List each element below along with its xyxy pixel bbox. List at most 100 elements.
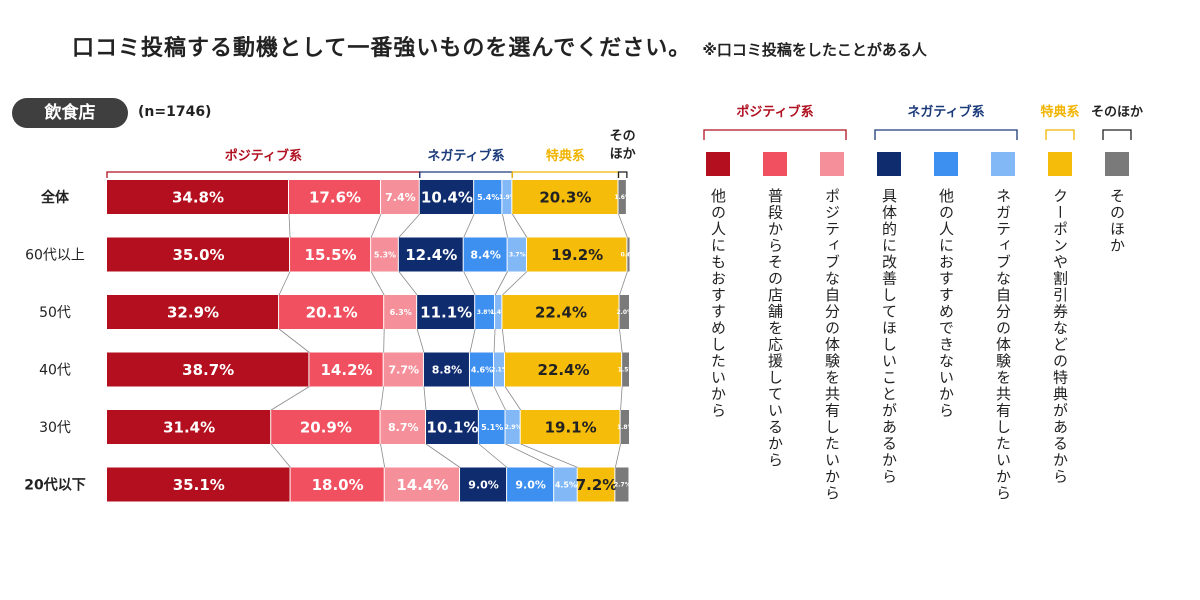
data-label: 35.1% [173,476,225,494]
bar-segment [290,467,384,502]
bar-segment [627,237,630,272]
connector-line [614,443,621,468]
connector-line [271,386,310,411]
bar-segment [279,295,384,329]
connector-line [501,213,509,238]
legend-label: 他の人にもおすすめしたいから [709,188,727,419]
bar-segment [494,352,505,387]
data-label: 19.2% [551,246,603,264]
data-label: 18.0% [312,476,364,494]
legend-group-bracket [1102,129,1132,140]
data-label: 9.0% [515,478,546,491]
bar-segment [107,467,290,502]
bar-segment [469,352,494,387]
bar-segment [271,410,380,444]
connector-line [619,328,623,353]
bar-segment [371,237,398,272]
data-label: 20.9% [300,418,352,436]
bar-segment [383,352,423,387]
group-label: ほか [610,147,636,162]
connector-line [494,271,508,296]
bar-segment [618,180,626,214]
data-label: 10.4% [421,188,473,206]
connector-line [370,213,382,238]
connector-line [425,443,461,468]
connector-line [463,271,476,296]
bar-segment [417,295,475,329]
legend-group-label: ネガティブ系 [907,104,984,120]
legend-swatch [706,152,730,176]
bar-segment [619,295,629,329]
legend-label: ネガティブな自分の体験を共有したいから [994,188,1012,502]
connector-line [416,328,425,353]
group-label: 特典系 [546,148,585,164]
data-label: 1.5% [618,367,635,374]
bar-segment [620,410,629,444]
connector-line [493,386,506,411]
legend-label: そのほか [1108,188,1126,254]
legend-swatch [820,152,844,176]
data-label: 2.7% [614,482,631,489]
bar-segment [577,467,615,502]
bar-segment [107,352,309,387]
connector-line [469,328,476,353]
bar-segment [107,237,290,272]
category-label: 50代 [39,305,71,321]
bar-segment [384,295,417,329]
data-label: 2.9% [505,424,522,431]
data-label: 5.1% [481,423,503,432]
data-label: 8.8% [432,363,463,376]
data-label: 15.5% [305,246,357,264]
data-label: 8.7% [388,421,419,434]
chart-title: 口コミ投稿する動機として一番強いものを選んでください。 ※口コミ投稿をしたことが… [72,30,1172,62]
bar-segment [423,352,469,387]
bar-segment [520,410,620,444]
legend-swatch [763,152,787,176]
bar-segment [475,295,495,329]
legend-group-label: 特典系 [1040,104,1079,120]
bar-segment [622,352,629,387]
group-bracket [419,171,513,178]
legend-group-label: ポジティブ系 [736,104,813,120]
connector-line [493,328,496,353]
sample-size: (n=1746) [138,104,212,120]
connector-line [423,386,427,411]
connector-line [620,386,623,411]
bar-segment [463,237,507,272]
legend-group-label: そのほか [1091,105,1143,120]
legend-group-bracket [703,129,847,140]
category-badge: 飲食店 [12,98,128,128]
bar-segment [384,467,460,502]
data-label: 5.4% [477,193,499,202]
data-label: 35.0% [173,246,225,264]
category-label: 全体 [40,189,70,206]
connector-line [618,213,628,238]
data-label: 9.0% [468,478,499,491]
legend-label: 他の人におすすめできないから [937,188,955,419]
bar-segment [502,180,512,214]
connector-line [504,386,522,411]
connector-line [270,443,291,468]
data-label: 1.6% [614,194,631,201]
connector-line [619,271,628,296]
bar-segment [507,237,526,272]
bar-segment [502,295,619,329]
data-label: 3.7% [509,252,526,259]
data-label: 1.8% [617,424,634,431]
category-label: 60代以上 [25,248,85,264]
data-label: 19.1% [545,418,597,436]
data-label: 8.4% [470,248,501,261]
connector-line [520,443,578,468]
data-label: 3.8% [477,309,494,316]
data-label: 14.4% [396,476,448,494]
connector-line [469,386,480,411]
data-label: 7.2% [576,476,618,494]
data-label: 4.5% [555,480,577,489]
bar-segment [398,237,463,272]
connector-line [398,271,418,296]
bar-segment [460,467,507,502]
bar-segment [426,410,478,444]
group-label: ポジティブ系 [225,148,302,164]
bar-segment [474,180,502,214]
data-label: 6.3% [390,308,412,317]
